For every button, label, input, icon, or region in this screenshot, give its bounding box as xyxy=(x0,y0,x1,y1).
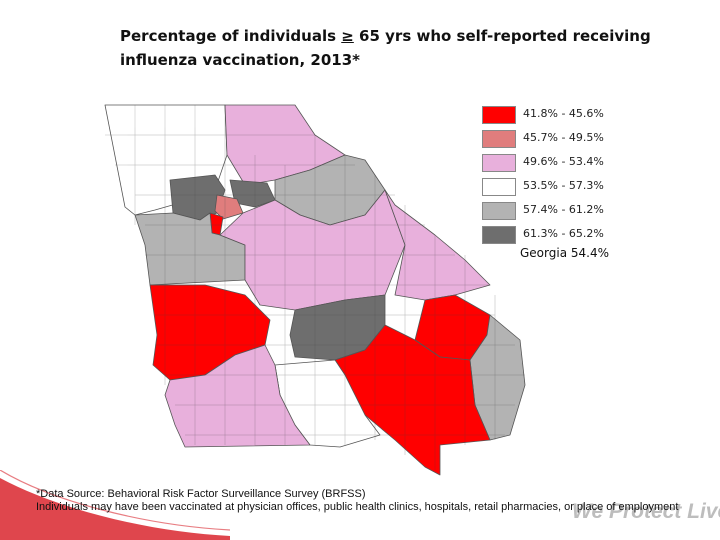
decorative-swoosh xyxy=(0,470,230,540)
georgia-district-map xyxy=(104,104,526,476)
footnote-line2: Individuals may have been vaccinated at … xyxy=(36,501,679,513)
legend-label: 45.7% - 49.5% xyxy=(523,131,604,144)
legend-label: 61.3% - 65.2% xyxy=(523,227,604,240)
legend-swatch xyxy=(482,202,516,220)
legend-swatch xyxy=(482,130,516,148)
state-average-label: Georgia 54.4% xyxy=(520,246,609,260)
legend-label: 53.5% - 57.3% xyxy=(523,179,604,192)
footnote-line1: *Data Source: Behavioral Risk Factor Sur… xyxy=(36,488,366,500)
legend-swatch xyxy=(482,178,516,196)
legend-label: 41.8% - 45.6% xyxy=(523,107,604,120)
title-line1-suffix: 65 yrs who self-reported receiving xyxy=(353,27,651,45)
data-source-footnote: *Data Source: Behavioral Risk Factor Sur… xyxy=(36,488,686,514)
legend-swatch xyxy=(482,106,516,124)
legend-swatch xyxy=(482,154,516,172)
title-line2: influenza vaccination, 2013* xyxy=(120,51,360,69)
district-metro-center xyxy=(214,194,244,220)
brand-tagline: We Protect Lives. xyxy=(572,500,720,523)
district-east xyxy=(384,189,491,301)
legend-swatch xyxy=(482,226,516,244)
district-west xyxy=(134,212,246,286)
title-line1-prefix: Percentage of individuals xyxy=(120,27,342,45)
legend-label: 49.6% - 53.4% xyxy=(523,155,604,168)
title-ge-symbol: ≥ xyxy=(341,27,354,45)
legend-label: 57.4% - 61.2% xyxy=(523,203,604,216)
district-southwest-pink xyxy=(164,344,311,448)
map-title: Percentage of individuals ≥ 65 yrs who s… xyxy=(120,24,680,72)
